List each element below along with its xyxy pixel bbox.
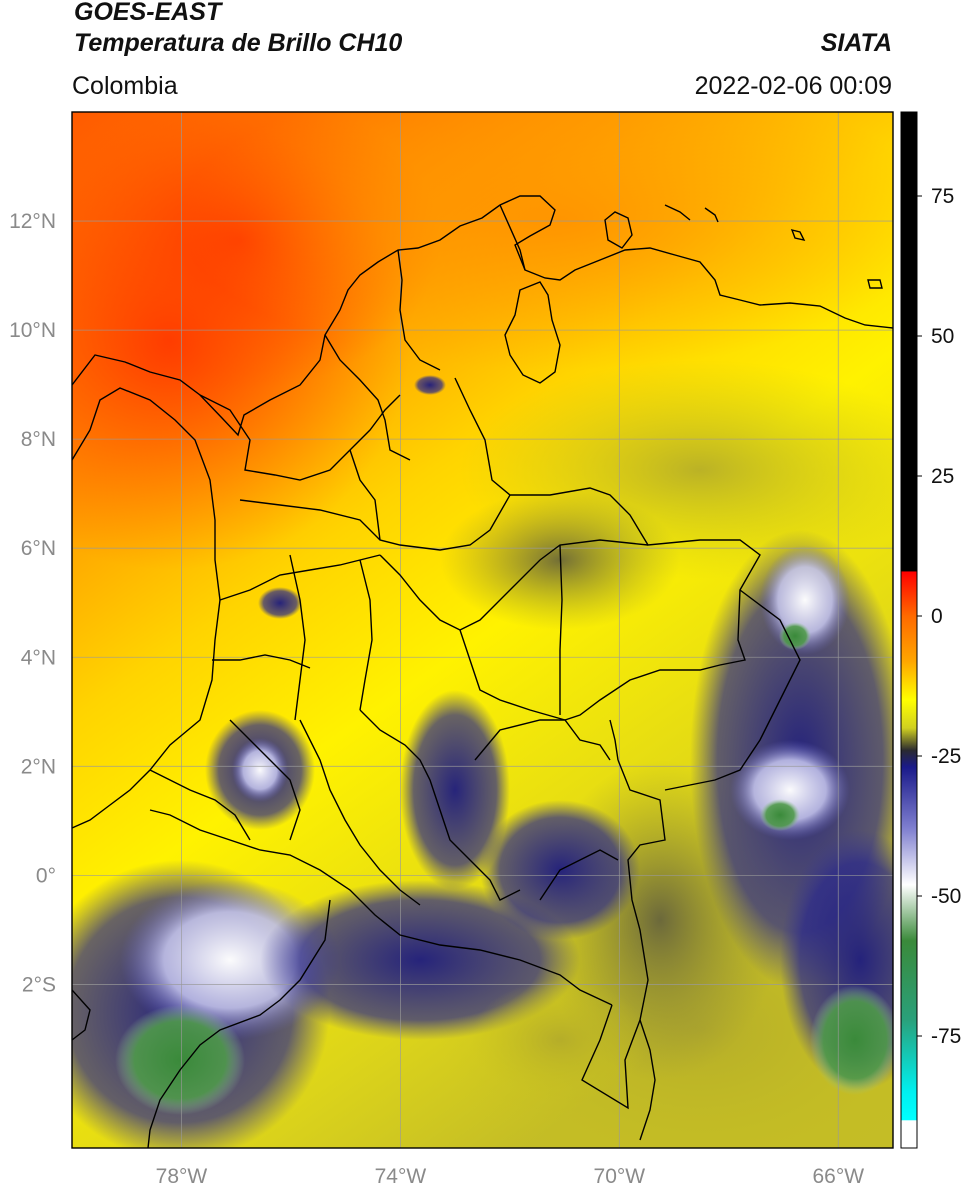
island-bonaire [790, 228, 806, 242]
border-colombia-peru [149, 809, 613, 1006]
cloud-cell-santander [414, 375, 446, 395]
colorbar: 75 50 25 0 -25 -50 -75 [900, 111, 961, 1149]
colorbar-tick-label: -75 [931, 1025, 961, 1048]
colorbar-tick-label: 50 [931, 325, 954, 348]
lat-tick-label: 10°N [9, 319, 56, 342]
cold-top-brazil-mid [760, 799, 800, 831]
lat-tick-label: 2°N [21, 755, 56, 778]
lon-tick-label: 66°W [812, 1165, 864, 1188]
product-title: Temperatura de Brillo CH10 [74, 29, 403, 57]
region-label: Colombia [72, 72, 178, 100]
brightness-temperature-field [72, 112, 893, 1148]
gridlines [72, 112, 893, 1148]
cold-top-brazil-north [779, 622, 811, 650]
dept-5 [349, 449, 381, 541]
island-aruba [664, 204, 691, 221]
colorbar-fill [901, 112, 917, 1148]
lon-tick-label: 70°W [594, 1165, 646, 1188]
colorbar-ticks: 75 50 25 0 -25 -50 -75 [917, 185, 961, 1048]
dept-3 [397, 249, 441, 371]
lake-maracaibo [504, 281, 561, 384]
colorbar-tick-label: -25 [931, 745, 961, 768]
border-peru-brazil [639, 1019, 656, 1141]
dept-13 [359, 709, 521, 901]
cold-top-ecuador [115, 1005, 245, 1115]
coastline-panama [72, 387, 221, 601]
dept-16 [299, 719, 421, 906]
lat-tick-label: 0° [36, 864, 56, 887]
coast-ecuador [72, 989, 91, 1041]
lon-tick-label: 74°W [375, 1165, 427, 1188]
colorbar-frame [900, 111, 918, 1149]
colorbar-tick-label: 0 [931, 605, 943, 628]
cloud-band-guaviare [400, 690, 510, 890]
latitude-axis: 12°N 10°N 8°N 6°N 4°N 2°N 0° 2°S [9, 210, 56, 996]
lon-tick-label: 78°W [156, 1165, 208, 1188]
boundaries [72, 195, 893, 1148]
olive-region-amazonas [470, 980, 650, 1100]
dept-17 [229, 719, 301, 841]
border-ecuador-peru [147, 899, 331, 1148]
dept-2 [324, 334, 411, 461]
lat-tick-label: 6°N [21, 537, 56, 560]
lat-tick-label: 2°S [22, 973, 56, 996]
cloud-top-cauca [232, 738, 288, 802]
dept-12 [559, 544, 563, 715]
lat-tick-label: 4°N [21, 646, 56, 669]
dept-18 [149, 769, 251, 841]
dept-8 [289, 554, 306, 721]
border-colombia-venezuela [454, 204, 761, 761]
dept-7 [212, 654, 311, 669]
dept-14 [474, 719, 611, 761]
dept-11 [459, 629, 566, 721]
dept-1 [199, 394, 401, 481]
brand-label: SIATA [820, 29, 892, 57]
longitude-axis: 78°W 74°W 70°W 66°W [156, 1165, 865, 1188]
colorbar-tick-label: 25 [931, 465, 954, 488]
orange-region-north [180, 112, 893, 370]
satellite-title: GOES-EAST [74, 0, 222, 26]
dept-9 [359, 559, 373, 711]
timestamp-label: 2022-02-06 00:09 [694, 72, 892, 100]
border-colombia-brazil [581, 759, 666, 1110]
cloud-cell-choco [258, 587, 302, 619]
colorbar-tick-label: -50 [931, 885, 961, 908]
cold-top-east [810, 985, 893, 1095]
dept-4 [239, 494, 511, 551]
dept-10 [379, 539, 649, 631]
peninsula-paraguana [604, 211, 633, 249]
colorbar-tick-label: 75 [931, 185, 954, 208]
lat-tick-label: 12°N [9, 210, 56, 233]
lat-tick-label: 8°N [21, 428, 56, 451]
dept-15 [539, 849, 619, 901]
island-curacao [704, 207, 719, 223]
map-frame [71, 111, 894, 1149]
coastline-caribbean [72, 195, 893, 437]
border-venezuela-brazil [664, 589, 801, 791]
island-margarita [867, 279, 883, 289]
